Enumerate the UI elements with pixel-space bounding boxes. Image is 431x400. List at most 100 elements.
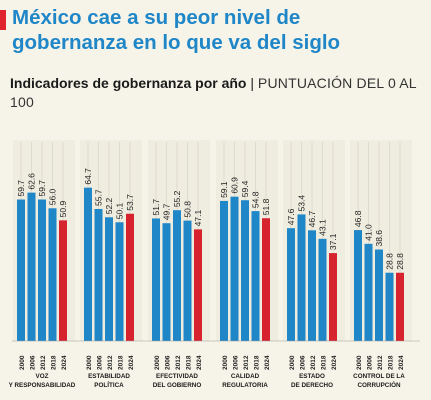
subtitle-units: PUNTUACIÓN DEL 0 AL 100 — [10, 75, 417, 110]
category-label: VOZ — [36, 373, 49, 380]
bar — [220, 200, 228, 341]
year-tick-label: 2000 — [289, 355, 296, 370]
year-tick-label: 2012 — [310, 355, 317, 370]
bar-value-label: 60.9 — [230, 177, 240, 194]
category-label: DE DERECHO — [291, 382, 333, 389]
year-tick-label: 2018 — [321, 355, 328, 370]
chart-title-line-2: gobernanza en lo que va del siglo — [12, 31, 341, 54]
bar-value-label: 64.7 — [83, 168, 93, 185]
bar — [287, 228, 295, 341]
bar-value-label: 50.1 — [115, 202, 125, 219]
bar-value-label: 55.2 — [172, 190, 182, 207]
bar — [385, 272, 394, 341]
bar-value-label: 28.8 — [385, 253, 395, 270]
year-tick-label: 2006 — [233, 355, 240, 370]
year-tick-label: 2024 — [398, 355, 405, 370]
chart-subtitle: Indicadores de gobernanza por año | PUNT… — [10, 74, 425, 112]
subtitle-main: Indicadores de gobernanza por año — [10, 75, 247, 91]
year-tick-label: 2018 — [388, 355, 395, 370]
year-tick-label: 2012 — [40, 355, 47, 370]
year-tick-label: 2024 — [331, 355, 338, 370]
bar — [364, 243, 373, 341]
bar-value-label: 54.8 — [251, 191, 261, 208]
chart-title: México cae a su peor nivel de gobernanza… — [12, 5, 422, 55]
bar-value-label: 28.8 — [395, 253, 405, 270]
year-tick-label: 2006 — [300, 355, 307, 370]
bar-value-label: 59.7 — [16, 180, 26, 197]
bar-value-label: 51.8 — [261, 198, 271, 215]
bar — [94, 208, 103, 341]
bar-value-label: 50.8 — [183, 201, 193, 218]
bar — [297, 214, 306, 341]
category-label: CONTROL DE LA — [353, 373, 405, 380]
bar-value-label: 47.1 — [193, 210, 203, 227]
year-tick-label: 2012 — [243, 355, 250, 370]
bar — [194, 229, 202, 341]
bar-value-label: 59.4 — [240, 180, 250, 197]
bar — [262, 218, 270, 341]
year-tick-label: 2012 — [377, 355, 384, 370]
bar — [59, 220, 67, 341]
chart-title-line-1: México cae a su peor nivel de — [12, 6, 301, 29]
bar-value-label: 50.9 — [58, 201, 68, 218]
category-label: CALIDAD — [231, 373, 260, 380]
bar-value-label: 41.0 — [364, 224, 374, 241]
category-label: CORRUPCIÓN — [357, 380, 400, 389]
year-tick-label: 2000 — [154, 355, 161, 370]
accent-bar — [0, 10, 6, 30]
bar — [230, 196, 239, 341]
year-tick-label: 2024 — [61, 355, 68, 370]
bar-value-label: 46.8 — [353, 210, 363, 227]
category-label: ESTADO — [299, 373, 325, 380]
category-label: POLÍTICA — [94, 380, 124, 389]
bar — [38, 199, 46, 341]
bar-value-label: 43.1 — [318, 219, 328, 236]
subtitle-separator: | — [246, 75, 258, 91]
bar-value-label: 51.7 — [151, 199, 161, 216]
bar — [396, 272, 404, 341]
year-tick-label: 2018 — [186, 355, 193, 370]
bar — [308, 230, 316, 341]
bar-value-label: 47.6 — [286, 208, 296, 225]
bar — [318, 238, 327, 341]
year-tick-label: 2000 — [356, 355, 363, 370]
year-tick-label: 2006 — [97, 355, 104, 370]
category-label: Y RESPONSABILIDAD — [9, 382, 76, 389]
year-tick-label: 2000 — [19, 355, 26, 370]
bar-value-label: 49.7 — [162, 203, 172, 220]
category-label: ESTABILIDAD — [88, 373, 130, 380]
bar-value-label: 55.7 — [94, 189, 104, 206]
bar-value-label: 59.1 — [219, 181, 229, 198]
year-tick-label: 2012 — [175, 355, 182, 370]
bar — [173, 210, 181, 341]
year-tick-label: 2000 — [86, 355, 93, 370]
bar — [105, 217, 113, 341]
year-tick-label: 2024 — [128, 355, 135, 370]
bar-value-label: 53.7 — [125, 194, 135, 211]
bar — [251, 211, 260, 341]
bar — [48, 208, 57, 341]
bar — [329, 253, 337, 341]
category-label: EFECTIVIDAD — [156, 373, 198, 380]
bar — [162, 223, 171, 341]
bar-value-label: 53.4 — [297, 195, 307, 212]
year-tick-label: 2006 — [367, 355, 374, 370]
year-tick-label: 2000 — [222, 355, 229, 370]
bar — [17, 199, 25, 341]
bar — [126, 213, 134, 341]
year-tick-label: 2006 — [30, 355, 37, 370]
bar-value-label: 52.2 — [104, 197, 114, 214]
bar-value-label: 56.0 — [48, 188, 58, 205]
bar — [354, 230, 362, 341]
bar — [375, 249, 383, 341]
bar-value-label: 62.6 — [27, 173, 37, 190]
bar-value-label: 46.7 — [307, 211, 317, 228]
bar — [183, 220, 192, 341]
category-label: REGULATORIA — [222, 382, 268, 389]
year-tick-label: 2024 — [196, 355, 203, 370]
year-tick-label: 2018 — [118, 355, 125, 370]
bar — [84, 187, 92, 341]
year-tick-label: 2024 — [264, 355, 271, 370]
bar — [115, 222, 124, 341]
